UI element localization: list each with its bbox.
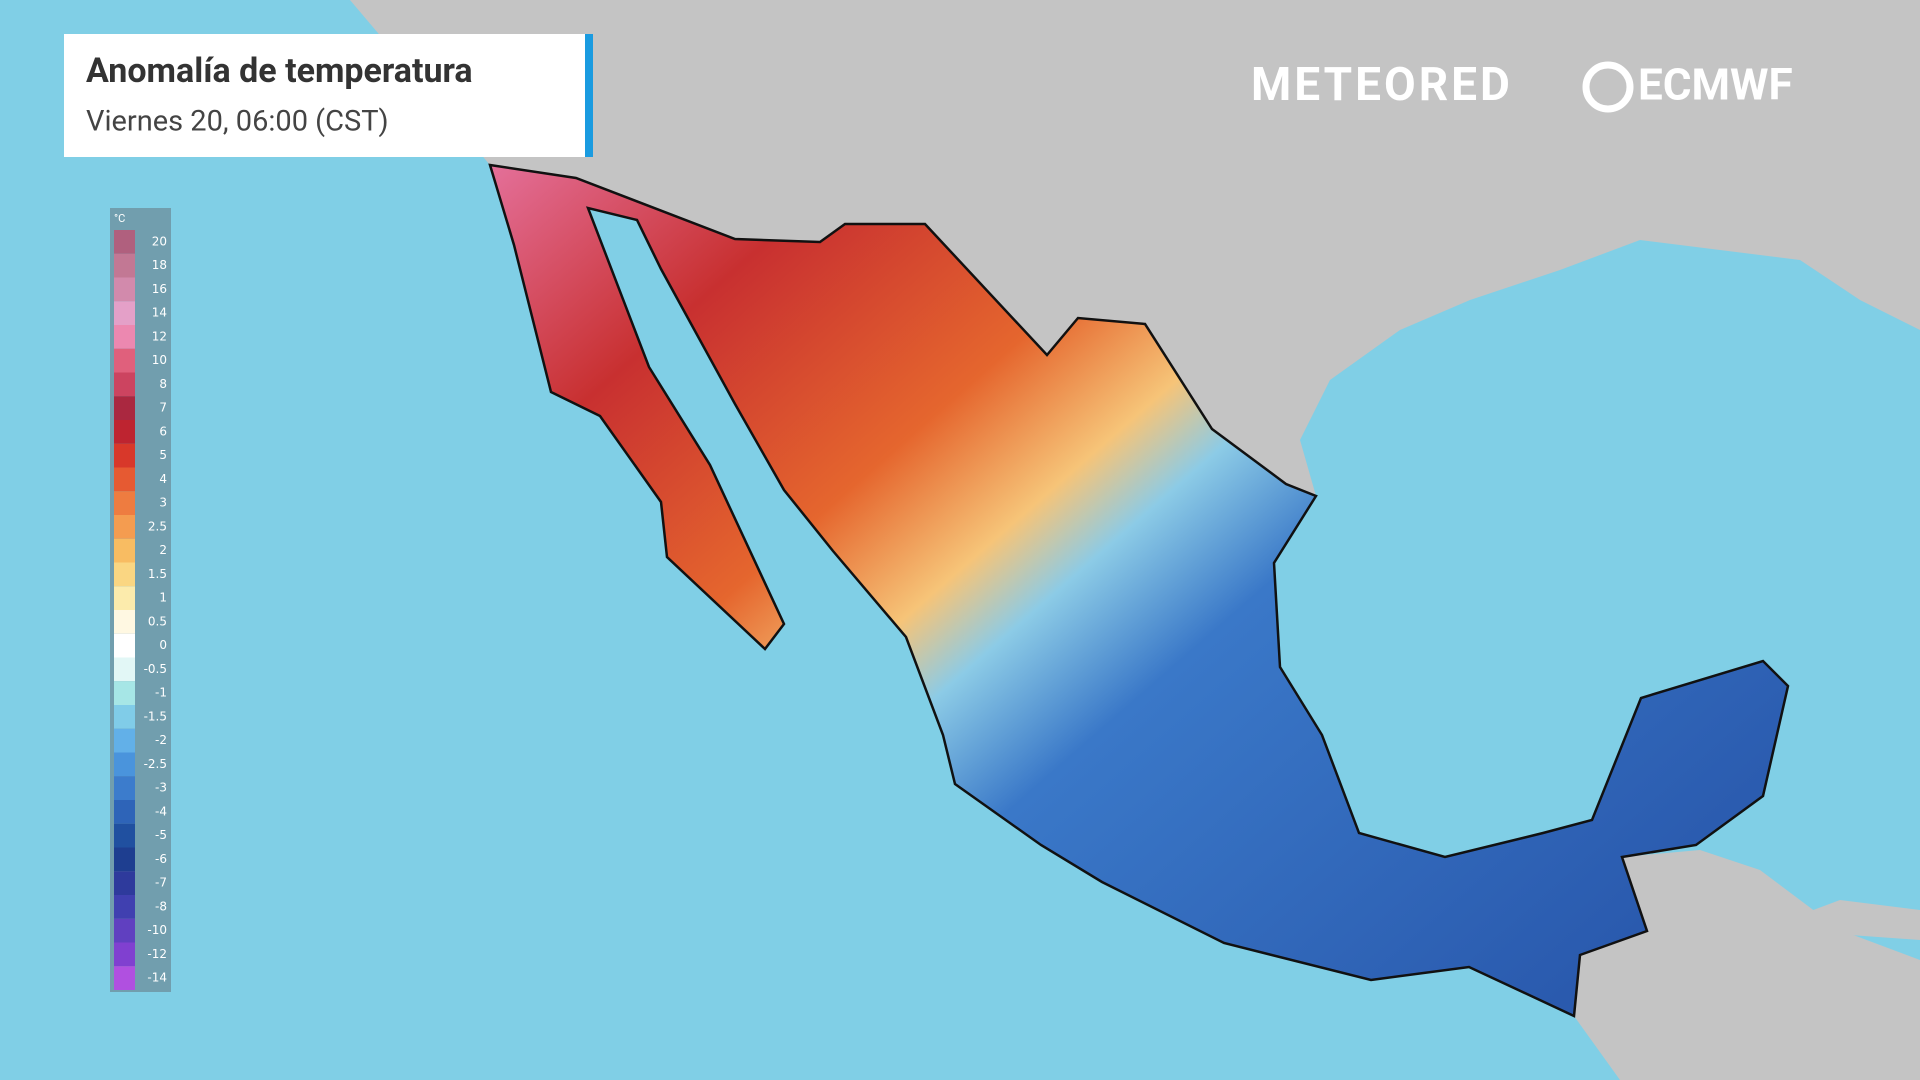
- legend-label: 10: [152, 353, 167, 367]
- legend-label: -14: [147, 971, 167, 985]
- legend-swatch: [114, 372, 135, 397]
- legend-label: 3: [159, 496, 167, 510]
- legend-label: -10: [147, 923, 167, 937]
- legend-label: 14: [152, 306, 167, 320]
- legend-label: 18: [152, 258, 167, 272]
- legend-swatch: [114, 681, 135, 705]
- legend-swatch: [114, 657, 135, 682]
- legend-label: -1: [155, 686, 167, 700]
- legend-label: 0.5: [148, 614, 167, 628]
- legend-unit: °C: [114, 212, 125, 225]
- title: Anomalía de temperatura: [86, 51, 473, 91]
- legend-label: 1.5: [148, 567, 167, 581]
- land-central-america: [1574, 850, 1920, 1080]
- legend-label: -1.5: [144, 709, 167, 723]
- legend-swatch: [114, 586, 135, 610]
- legend-label: 0: [159, 638, 167, 652]
- legend-swatch: [114, 491, 135, 515]
- legend-swatch: [114, 776, 135, 800]
- legend-swatch: [114, 800, 135, 824]
- logo-ecmwf: ECMWF: [1638, 59, 1793, 111]
- legend-label: 1: [159, 591, 167, 605]
- legend-swatch: [114, 277, 135, 302]
- legend-swatch: [114, 396, 135, 420]
- logo-ecmwf-icon: [1582, 61, 1634, 113]
- legend-label: 20: [152, 234, 167, 248]
- legend-swatch: [114, 538, 135, 563]
- legend-swatch: [114, 301, 135, 325]
- legend-label: 2: [159, 543, 167, 557]
- legend-swatch: [114, 562, 135, 587]
- legend-label: 16: [152, 282, 167, 296]
- legend-label: 8: [159, 377, 167, 391]
- legend-swatch: [114, 966, 135, 990]
- legend-label: -8: [155, 899, 167, 913]
- legend-swatch: [114, 348, 135, 373]
- title-accent: [585, 34, 593, 157]
- legend-scale: 20 18 16 14 12 10 8 7 6 5 4 3 2.5 2 1.5 1 0.5 0 -0.5 -1 -1.5…: [114, 230, 167, 990]
- legend-label: 12: [152, 329, 167, 343]
- legend-label: -4: [155, 804, 167, 818]
- legend-label: -12: [147, 947, 167, 961]
- legend-swatch: [114, 918, 135, 943]
- legend-swatch: [114, 325, 135, 349]
- legend-label: -7: [155, 876, 167, 890]
- legend-label: 4: [159, 472, 167, 486]
- legend-swatch: [114, 420, 135, 444]
- legend-swatch: [114, 752, 135, 777]
- legend-label: -5: [155, 828, 167, 842]
- legend-swatch: [114, 871, 135, 895]
- legend-label: -2: [155, 733, 167, 747]
- mexico-anomaly: [488, 163, 1790, 1018]
- legend-swatch: [114, 823, 135, 848]
- legend-swatch: [114, 253, 135, 278]
- legend-label: 2.5: [148, 519, 167, 533]
- legend-swatch: [114, 443, 135, 468]
- legend-swatch: [114, 230, 135, 254]
- legend-label: -6: [155, 852, 167, 866]
- legend-swatch: [114, 610, 135, 634]
- legend-label: 7: [159, 401, 167, 415]
- legend-label: 6: [159, 424, 167, 438]
- subtitle: Viernes 20, 06:00 (CST): [86, 105, 389, 139]
- land-north: [350, 0, 1920, 496]
- logo-meteored: METEORED: [1251, 58, 1513, 112]
- legend-swatch: [114, 467, 135, 492]
- title-box: [64, 34, 585, 157]
- legend-swatch: [114, 633, 135, 658]
- legend-swatch: [114, 515, 135, 539]
- legend-swatch: [114, 728, 135, 753]
- legend-swatch: [114, 705, 135, 729]
- legend-label: 5: [159, 448, 167, 462]
- legend-swatch: [114, 847, 135, 872]
- legend-swatch: [114, 895, 135, 919]
- legend-label: -2.5: [144, 757, 167, 771]
- legend-swatch: [114, 942, 135, 967]
- legend-label: -0.5: [144, 662, 167, 676]
- land-cuba: [1760, 900, 1920, 940]
- legend-label: -3: [155, 781, 167, 795]
